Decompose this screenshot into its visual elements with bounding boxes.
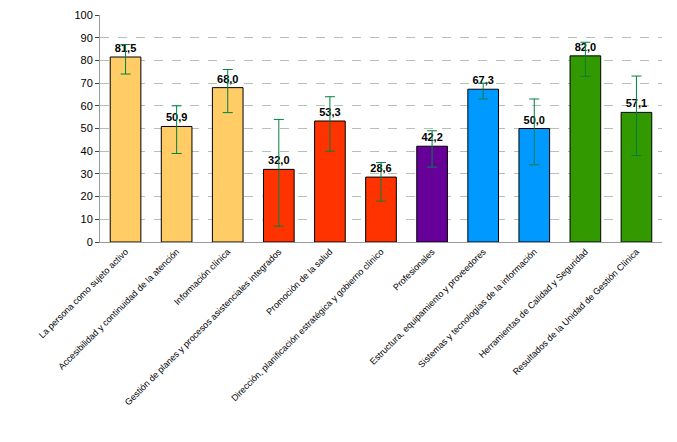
svg-text:Resultados de la Unidad de Ges: Resultados de la Unidad de Gestión Clíni… [511, 247, 641, 377]
svg-text:Información clínica: Información clínica [172, 247, 232, 307]
svg-text:La persona como sujeto activo: La persona como sujeto activo [37, 247, 130, 340]
svg-text:Dirección, planificación estra: Dirección, planificación estratégica y g… [229, 247, 385, 403]
svg-text:67,3: 67,3 [472, 74, 493, 86]
svg-text:Sistemas y tecnologías de la i: Sistemas y tecnologías de la información [416, 247, 539, 370]
svg-text:Estructura, equipamiento y pro: Estructura, equipamiento y proveedores [368, 246, 488, 366]
svg-text:30: 30 [81, 168, 93, 180]
svg-text:80: 80 [81, 54, 93, 66]
svg-text:32,0: 32,0 [268, 154, 289, 166]
svg-text:50: 50 [81, 122, 93, 134]
svg-text:20: 20 [81, 190, 93, 202]
svg-text:Promoción de la salud: Promoción de la salud [264, 247, 334, 317]
svg-text:Herramientas de Calidad y Segu: Herramientas de Calidad y Seguridad [477, 247, 590, 360]
svg-text:42,2: 42,2 [421, 131, 442, 143]
svg-text:57,1: 57,1 [626, 97, 647, 109]
svg-text:82,0: 82,0 [575, 41, 596, 53]
svg-text:50,0: 50,0 [524, 114, 545, 126]
svg-text:Profesionales: Profesionales [391, 246, 437, 292]
svg-text:70: 70 [81, 77, 93, 89]
svg-text:0: 0 [87, 236, 93, 248]
svg-text:50,9: 50,9 [166, 111, 187, 123]
svg-text:68,0: 68,0 [217, 73, 238, 85]
svg-text:100: 100 [74, 9, 92, 21]
svg-text:60: 60 [81, 100, 93, 112]
svg-text:28,6: 28,6 [370, 162, 391, 174]
svg-text:81,5: 81,5 [115, 42, 136, 54]
svg-text:10: 10 [81, 213, 93, 225]
svg-text:Accesibilidad y continuidad de: Accesibilidad y continuidad de la atenci… [56, 247, 181, 372]
svg-text:90: 90 [81, 32, 93, 44]
svg-text:40: 40 [81, 145, 93, 157]
svg-text:53,3: 53,3 [319, 106, 340, 118]
svg-text:Gestión de planes y procesos a: Gestión de planes y procesos asistencial… [123, 246, 284, 407]
